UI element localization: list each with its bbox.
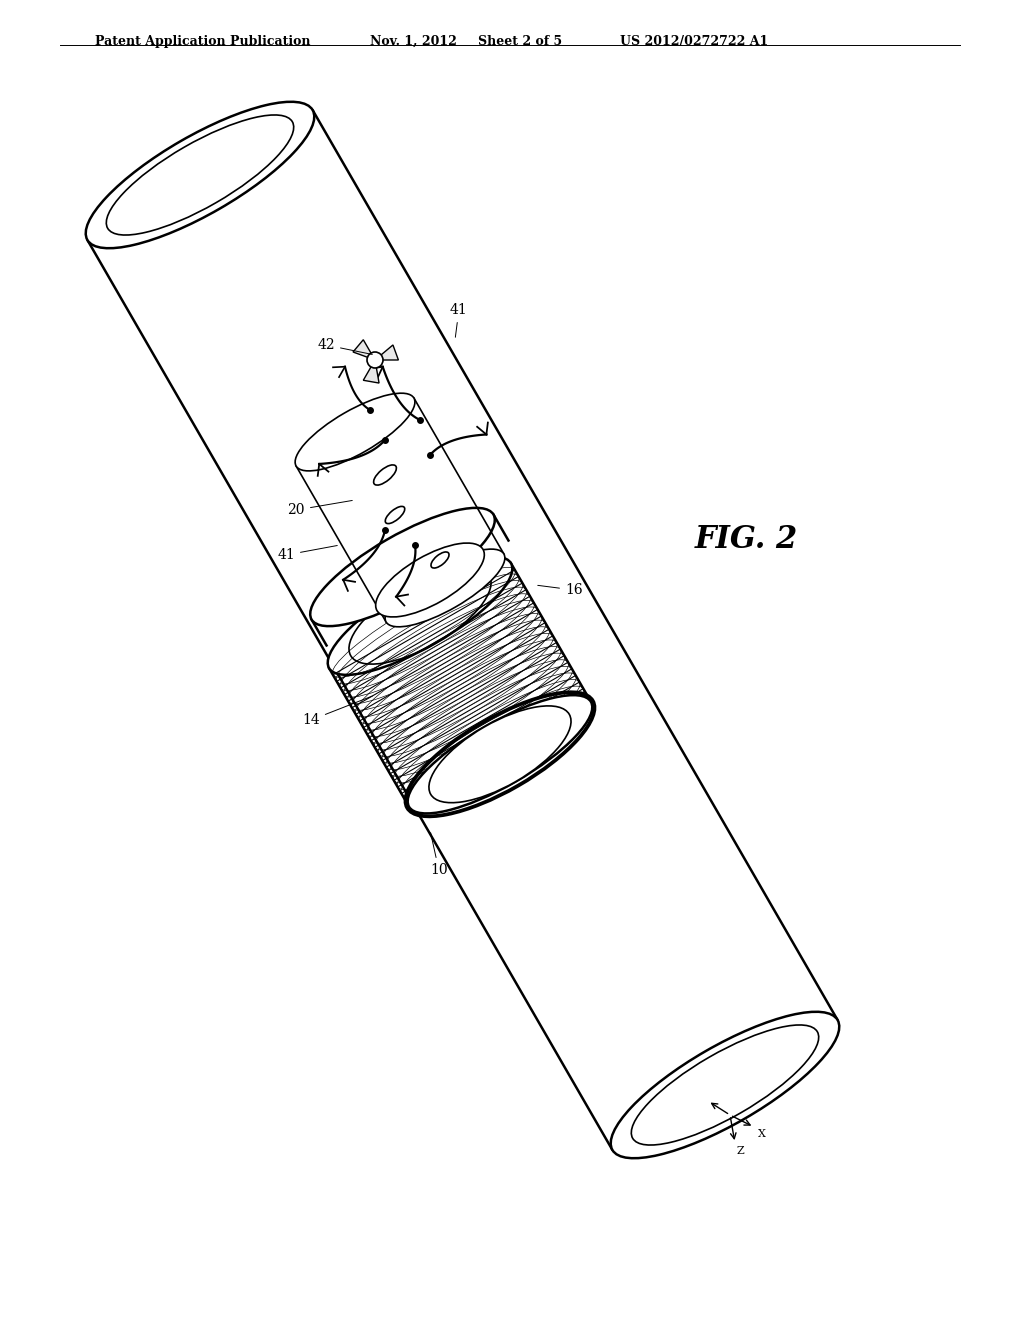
Text: 10: 10: [430, 833, 447, 876]
Text: 14: 14: [302, 696, 373, 727]
Polygon shape: [353, 339, 375, 360]
Ellipse shape: [431, 552, 449, 568]
Ellipse shape: [631, 1024, 819, 1144]
Ellipse shape: [367, 352, 383, 368]
Ellipse shape: [310, 508, 495, 626]
Ellipse shape: [408, 696, 592, 813]
Text: Nov. 1, 2012: Nov. 1, 2012: [370, 36, 457, 48]
Ellipse shape: [374, 465, 396, 486]
Text: Sheet 2 of 5: Sheet 2 of 5: [478, 36, 562, 48]
Ellipse shape: [106, 115, 294, 235]
Text: FIG. 2: FIG. 2: [695, 524, 799, 556]
Text: US 2012/0272722 A1: US 2012/0272722 A1: [620, 36, 768, 48]
Ellipse shape: [429, 706, 571, 803]
Text: Patent Application Publication: Patent Application Publication: [95, 36, 310, 48]
Ellipse shape: [295, 393, 415, 471]
Text: Z: Z: [737, 1146, 744, 1156]
Ellipse shape: [86, 102, 314, 248]
Text: Y: Y: [697, 1089, 705, 1100]
Text: 41: 41: [450, 304, 468, 337]
Text: 42: 42: [317, 338, 373, 355]
Ellipse shape: [610, 1011, 840, 1158]
Text: 41: 41: [278, 545, 337, 562]
Ellipse shape: [385, 507, 404, 524]
Ellipse shape: [376, 543, 484, 616]
Ellipse shape: [385, 549, 505, 627]
Ellipse shape: [328, 557, 512, 675]
Polygon shape: [375, 345, 398, 360]
Text: X: X: [758, 1129, 766, 1139]
Text: 20: 20: [288, 500, 352, 517]
Text: 16: 16: [538, 583, 583, 597]
Polygon shape: [364, 360, 379, 383]
